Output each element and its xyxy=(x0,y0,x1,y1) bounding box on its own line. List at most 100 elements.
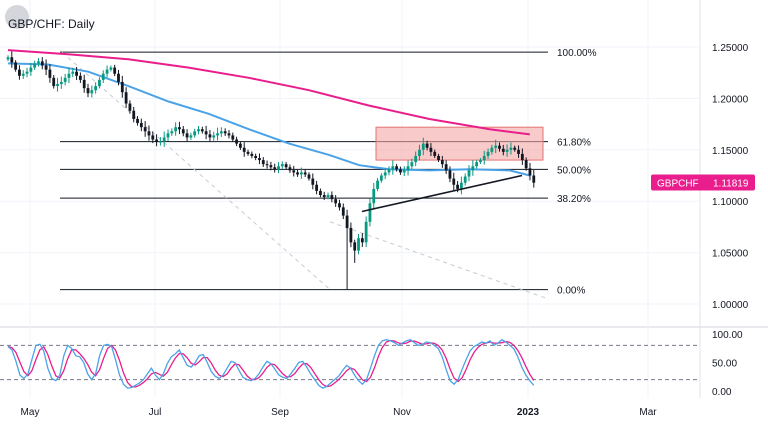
candle-body[interactable] xyxy=(406,166,410,171)
candle-body[interactable] xyxy=(124,92,128,104)
candle-body[interactable] xyxy=(471,166,475,171)
candle-body[interactable] xyxy=(433,151,437,156)
candle-body[interactable] xyxy=(486,151,490,156)
last-price-tag[interactable]: GBPCHF 1.11819 xyxy=(651,174,755,191)
candle-body[interactable] xyxy=(265,164,269,166)
candle-body[interactable] xyxy=(178,127,181,130)
candle-body[interactable] xyxy=(128,103,132,111)
candle-body[interactable] xyxy=(250,153,254,156)
candle-body[interactable] xyxy=(219,131,223,134)
candle-body[interactable] xyxy=(162,137,166,142)
candle-body[interactable] xyxy=(143,127,147,132)
candle-body[interactable] xyxy=(10,57,14,63)
candle-body[interactable] xyxy=(71,71,75,74)
ma-50-layer[interactable] xyxy=(7,62,531,177)
candle-body[interactable] xyxy=(113,67,117,74)
candle-body[interactable] xyxy=(425,143,429,148)
candle-body[interactable] xyxy=(78,75,82,80)
candle-body[interactable] xyxy=(25,71,29,74)
candle-body[interactable] xyxy=(303,172,307,175)
candle-body[interactable] xyxy=(261,160,265,165)
candle-body[interactable] xyxy=(334,199,338,204)
candle-body[interactable] xyxy=(33,63,37,68)
candle-body[interactable] xyxy=(296,172,299,175)
oscillator-pane[interactable] xyxy=(0,329,700,398)
candle-body[interactable] xyxy=(159,141,162,143)
candle-body[interactable] xyxy=(155,139,158,142)
candle-body[interactable] xyxy=(402,170,406,173)
candle-body[interactable] xyxy=(319,190,322,196)
candle-body[interactable] xyxy=(520,153,524,161)
candle-body[interactable] xyxy=(277,166,280,170)
candle-body[interactable] xyxy=(475,162,479,167)
candle-body[interactable] xyxy=(429,147,433,152)
candle-body[interactable] xyxy=(395,166,399,170)
candle-body[interactable] xyxy=(216,133,219,136)
ma-50-line[interactable] xyxy=(7,62,531,177)
candle-body[interactable] xyxy=(109,67,113,70)
candle-body[interactable] xyxy=(391,166,395,170)
candle-body[interactable] xyxy=(376,180,379,189)
candle-body[interactable] xyxy=(63,77,67,82)
candle-body[interactable] xyxy=(231,135,235,140)
candle-body[interactable] xyxy=(482,155,486,161)
ascending-trend-line[interactable] xyxy=(361,174,523,213)
candle-body[interactable] xyxy=(349,227,353,243)
candle-body[interactable] xyxy=(284,164,288,168)
candle-body[interactable] xyxy=(269,165,273,168)
candle-body[interactable] xyxy=(189,135,193,138)
candle-body[interactable] xyxy=(200,129,204,132)
candle-body[interactable] xyxy=(212,135,216,138)
candle-body[interactable] xyxy=(437,155,440,161)
candle-body[interactable] xyxy=(364,221,368,243)
candle-body[interactable] xyxy=(418,149,421,156)
candle-body[interactable] xyxy=(280,164,284,167)
candle-body[interactable] xyxy=(21,73,25,76)
candle-body[interactable] xyxy=(239,143,242,148)
candlestick-series[interactable] xyxy=(6,51,536,290)
candle-body[interactable] xyxy=(467,170,471,177)
candle-body[interactable] xyxy=(456,184,459,189)
candle-body[interactable] xyxy=(40,61,44,66)
candle-body[interactable] xyxy=(311,178,315,185)
candle-body[interactable] xyxy=(147,131,151,136)
candle-body[interactable] xyxy=(360,238,364,243)
candle-body[interactable] xyxy=(254,155,258,159)
candle-body[interactable] xyxy=(444,164,448,171)
candle-body[interactable] xyxy=(452,178,456,185)
candle-body[interactable] xyxy=(517,149,520,154)
candle-body[interactable] xyxy=(299,172,303,175)
candle-body[interactable] xyxy=(246,151,250,154)
candle-body[interactable] xyxy=(29,67,33,72)
candle-body[interactable] xyxy=(82,79,86,89)
candle-body[interactable] xyxy=(166,133,170,138)
candle-body[interactable] xyxy=(353,242,357,251)
candle-body[interactable] xyxy=(67,73,71,78)
candle-body[interactable] xyxy=(528,168,532,176)
candle-body[interactable] xyxy=(490,147,494,152)
candle-body[interactable] xyxy=(387,169,391,173)
candle-body[interactable] xyxy=(322,195,326,198)
candle-body[interactable] xyxy=(139,123,143,128)
candle-body[interactable] xyxy=(98,79,101,87)
candle-body[interactable] xyxy=(56,84,59,87)
candle-body[interactable] xyxy=(117,73,120,82)
candle-body[interactable] xyxy=(399,169,402,173)
candle-body[interactable] xyxy=(18,69,21,76)
candle-body[interactable] xyxy=(52,77,56,87)
candle-body[interactable] xyxy=(459,182,463,189)
candle-body[interactable] xyxy=(421,143,425,150)
candle-body[interactable] xyxy=(505,149,509,152)
candle-body[interactable] xyxy=(174,127,178,132)
stochastic-oscillator[interactable]: 100.00 50.00 0.00 xyxy=(0,330,743,398)
candle-body[interactable] xyxy=(345,215,349,228)
candle-body[interactable] xyxy=(197,129,200,132)
candle-body[interactable] xyxy=(44,65,48,70)
candle-body[interactable] xyxy=(193,131,197,136)
candle-body[interactable] xyxy=(326,195,330,198)
candle-body[interactable] xyxy=(242,147,246,152)
candle-body[interactable] xyxy=(307,174,311,179)
candle-body[interactable] xyxy=(498,145,501,149)
candle-body[interactable] xyxy=(368,203,372,222)
candle-body[interactable] xyxy=(383,172,387,176)
